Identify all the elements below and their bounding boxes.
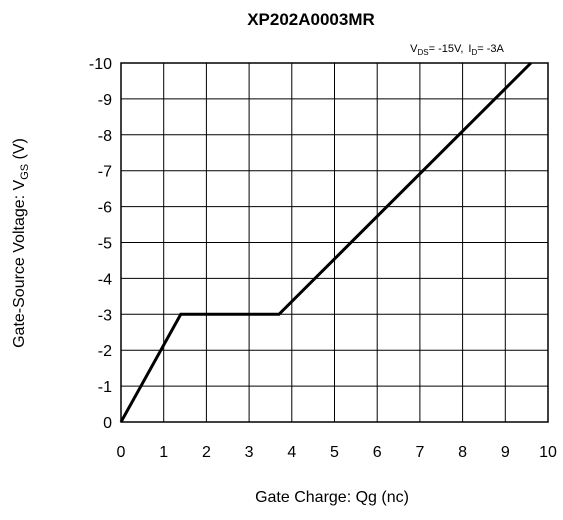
y-axis-label-main: Gate-Source Voltage: V [11,179,28,347]
x-tick-label: 1 [159,444,168,461]
y-tick-label: -6 [98,200,112,217]
grid [120,62,549,423]
x-tick-label: 6 [373,444,382,461]
series-line [119,61,532,423]
vds-symbol: V [410,43,418,55]
y-tick-label: -2 [98,343,112,360]
x-tick-labels: 0 1 2 3 4 5 6 7 8 9 10 [117,444,557,461]
x-tick-label: 9 [501,444,510,461]
vds-value: = -15V, [429,43,464,55]
id-subscript: D [471,48,477,57]
y-tick-label: -5 [98,236,112,253]
id-symbol: I [468,43,471,55]
y-tick-label: 0 [103,415,112,432]
x-tick-label: 7 [415,444,424,461]
y-tick-labels: -10-9-8-7-6-5-4-3-2-10 [89,56,112,432]
y-axis-label: Gate-Source Voltage: VGS (V) [11,138,31,348]
y-tick-label: -3 [98,307,112,324]
vds-subscript: DS [418,48,429,57]
x-axis-label: Gate Charge: Qg (nc) [255,489,409,506]
y-tick-label: -10 [89,56,112,73]
x-tick-label: 10 [539,444,557,461]
chart-title: XP202A0003MR [247,10,375,29]
x-tick-label: 8 [458,444,467,461]
x-tick-label: 3 [245,444,254,461]
x-tick-label: 0 [117,444,126,461]
y-axis-label-unit: (V) [11,138,28,164]
y-tick-label: -7 [98,164,112,181]
x-tick-label: 2 [202,444,211,461]
y-tick-label: -8 [98,128,112,145]
y-tick-label: -4 [98,271,112,288]
y-tick-label: -1 [98,379,112,396]
series-layer [119,61,532,423]
y-tick-label: -9 [98,92,112,109]
x-tick-label: 5 [330,444,339,461]
y-axis-label-subscript: GS [19,164,31,180]
plot-frame [120,62,549,423]
x-tick-label: 4 [287,444,296,461]
test-conditions: VDS= -15V, ID= -3A [410,43,504,57]
id-value: = -3A [477,43,504,55]
